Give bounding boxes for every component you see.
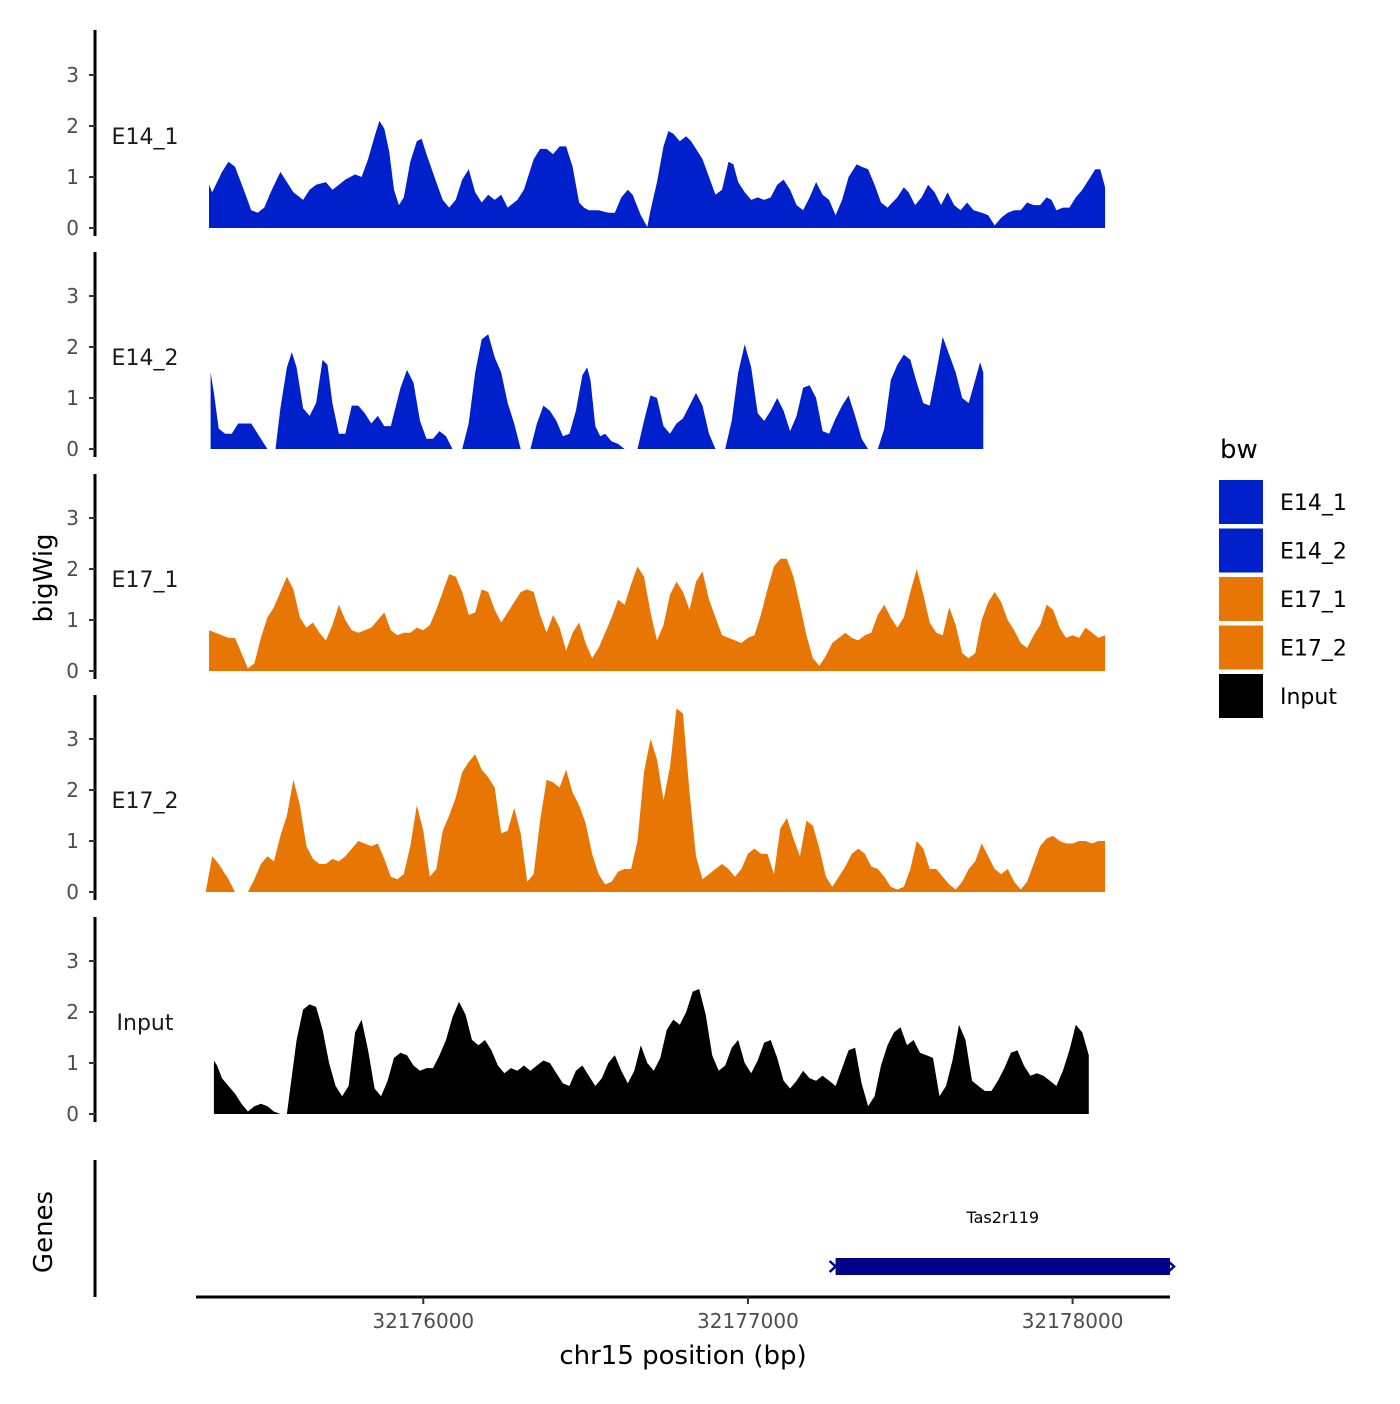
track-e14-2: 0 1 2 3 E14_2 bbox=[66, 252, 984, 461]
legend-item-e17-2: E17_2 bbox=[1219, 625, 1347, 670]
genes-panel: Tas2r119 bbox=[93, 1160, 1176, 1297]
strand-arrow-icon bbox=[1167, 1260, 1176, 1273]
genes-axis-title: Genes bbox=[29, 1191, 59, 1273]
legend-label: E17_1 bbox=[1280, 588, 1347, 613]
strand-arrow-icon bbox=[828, 1260, 838, 1273]
legend-swatch bbox=[1219, 674, 1263, 718]
y-tick-label: 3 bbox=[66, 284, 79, 308]
y-tick-label: 0 bbox=[66, 659, 79, 683]
track-e17-2: 0 1 2 3 E17_2 bbox=[66, 695, 1106, 904]
y-tick-label: 1 bbox=[66, 608, 79, 632]
y-axis-title: bigWig bbox=[29, 533, 59, 622]
area-series-e17-2 bbox=[205, 708, 1106, 892]
gene-tas2r119: Tas2r119 bbox=[828, 1208, 1176, 1275]
y-tick-label: 1 bbox=[66, 165, 79, 189]
legend-label: E17_2 bbox=[1280, 637, 1347, 662]
x-tick-label: 32178000 bbox=[1022, 1309, 1124, 1333]
y-tick-label: 0 bbox=[66, 437, 79, 461]
y-tick-label: 1 bbox=[66, 829, 79, 853]
track-label: E14_1 bbox=[112, 125, 179, 150]
y-tick-label: 2 bbox=[66, 1000, 79, 1024]
y-tick-label: 2 bbox=[66, 557, 79, 581]
legend-label: E14_1 bbox=[1280, 491, 1347, 516]
y-tick-label: 3 bbox=[66, 506, 79, 530]
track-label: E17_1 bbox=[112, 568, 179, 593]
legend-swatch bbox=[1219, 528, 1263, 573]
y-tick-label: 2 bbox=[66, 114, 79, 138]
legend-item-input: Input bbox=[1219, 674, 1337, 718]
y-tick-label: 1 bbox=[66, 1051, 79, 1075]
legend-swatch bbox=[1219, 480, 1263, 524]
legend-label: E14_2 bbox=[1280, 540, 1347, 565]
area-series-e14-1 bbox=[209, 120, 1106, 228]
y-tick-label: 3 bbox=[66, 949, 79, 973]
legend: bw E14_1 E14_2 E17_1 E17_2 Input bbox=[1219, 435, 1347, 718]
y-tick-label: 2 bbox=[66, 778, 79, 802]
x-axis-title: chr15 position (bp) bbox=[559, 1341, 806, 1371]
tracks-layer: 0 1 2 3 E14_1 0 1 2 3 E14_2 0 1 2 3 E17_1 0 1 2 3 E17_2 0 1 2 3… bbox=[66, 30, 1106, 1126]
x-tick-label: 32177000 bbox=[697, 1309, 799, 1333]
legend-title: bw bbox=[1220, 435, 1258, 465]
x-axis: 32176000 32177000 32178000 bbox=[196, 1295, 1170, 1333]
area-series-input bbox=[213, 989, 1089, 1114]
legend-item-e17-1: E17_1 bbox=[1219, 577, 1347, 621]
area-series-e17-1 bbox=[209, 558, 1106, 671]
area-series-e14-2 bbox=[210, 334, 984, 449]
y-tick-label: 3 bbox=[66, 727, 79, 751]
legend-item-e14-1: E14_1 bbox=[1219, 480, 1347, 524]
y-tick-label: 0 bbox=[66, 216, 79, 240]
gene-label: Tas2r119 bbox=[966, 1208, 1040, 1227]
track-e14-1: 0 1 2 3 E14_1 bbox=[66, 30, 1106, 240]
legend-swatch bbox=[1219, 577, 1263, 621]
y-tick-label: 1 bbox=[66, 386, 79, 410]
y-tick-label: 0 bbox=[66, 1102, 79, 1126]
track-input: 0 1 2 3 Input bbox=[66, 917, 1089, 1126]
track-label: Input bbox=[117, 1011, 174, 1036]
legend-swatch bbox=[1219, 625, 1263, 670]
legend-label: Input bbox=[1280, 685, 1337, 710]
gene-bar bbox=[835, 1258, 1170, 1275]
legend-item-e14-2: E14_2 bbox=[1219, 528, 1347, 573]
track-label: E17_2 bbox=[112, 789, 179, 814]
x-tick-label: 32176000 bbox=[372, 1309, 474, 1333]
y-tick-label: 2 bbox=[66, 335, 79, 359]
track-e17-1: 0 1 2 3 E17_1 bbox=[66, 474, 1106, 683]
track-label: E14_2 bbox=[112, 346, 179, 371]
y-tick-label: 3 bbox=[66, 63, 79, 87]
y-tick-label: 0 bbox=[66, 880, 79, 904]
